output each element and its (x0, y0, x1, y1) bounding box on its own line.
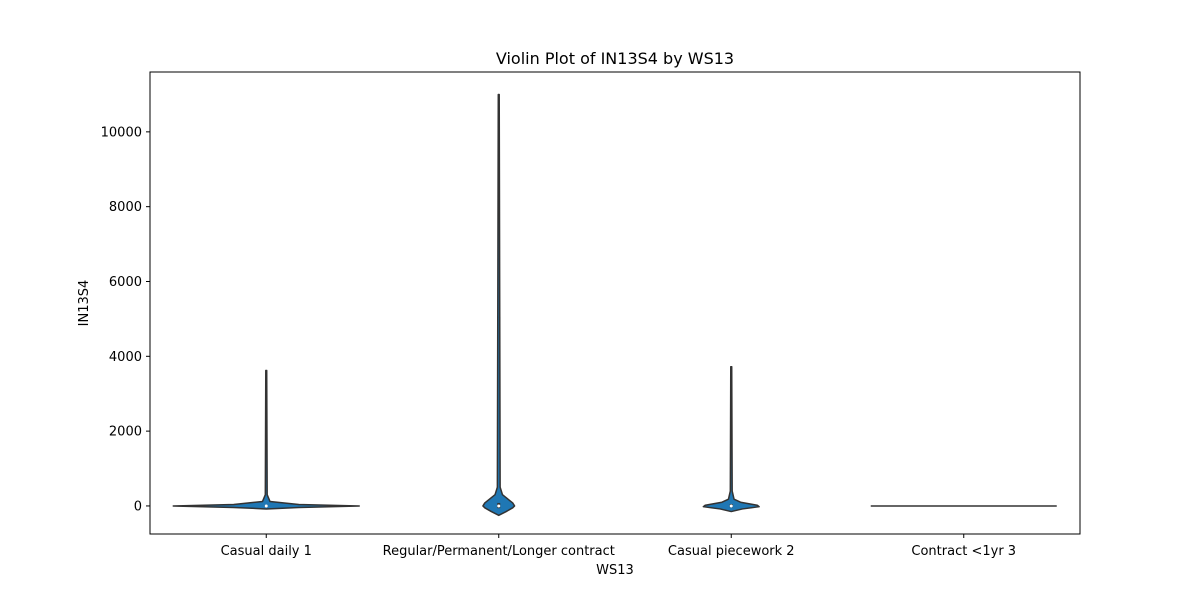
violin-median-marker (729, 504, 733, 508)
violin-body (702, 366, 760, 513)
y-tick-label: 10000 (101, 125, 142, 140)
x-tick-label: Regular/Permanent/Longer contract (383, 544, 615, 559)
violin-body (482, 93, 516, 517)
y-axis-label: IN13S4 (77, 280, 92, 327)
y-tick-label: 8000 (109, 200, 142, 215)
violin (702, 366, 760, 513)
y-axis: 0 2000 4000 6000 8000 10000 (101, 125, 150, 514)
y-tick-label: 2000 (109, 425, 142, 440)
plot-frame (149, 71, 1081, 535)
violin (172, 369, 360, 510)
violin (482, 93, 516, 517)
violin-layer (172, 93, 1057, 517)
y-tick-label: 4000 (109, 350, 142, 365)
x-axis-label: WS13 (596, 563, 634, 578)
y-tick-label: 0 (134, 499, 142, 514)
x-tick-label: Casual daily 1 (221, 544, 312, 559)
violin-median-marker (264, 504, 268, 508)
x-tick-label: Contract <1yr 3 (911, 544, 1016, 559)
violin-body (172, 369, 360, 510)
violin-median-marker (497, 504, 501, 508)
y-tick-label: 6000 (109, 275, 142, 290)
x-axis: Casual daily 1 Regular/Permanent/Longer c… (221, 534, 1016, 559)
x-tick-label: Casual piecework 2 (668, 544, 795, 559)
chart-title: Violin Plot of IN13S4 by WS13 (496, 49, 734, 68)
